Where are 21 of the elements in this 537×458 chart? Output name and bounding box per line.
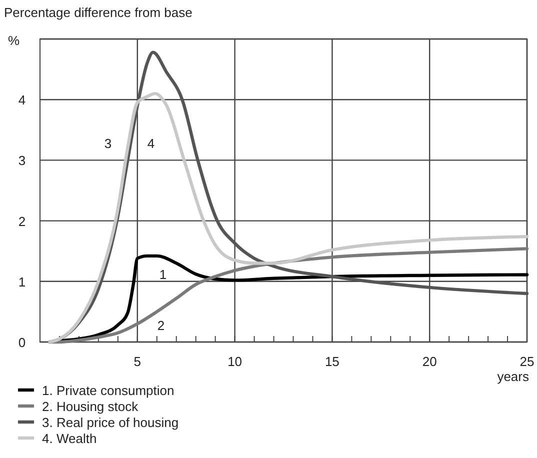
annotation: 2	[157, 318, 165, 333]
y-tick-label: 3	[18, 153, 26, 168]
annotation: 4	[147, 136, 155, 151]
annotation: 1	[159, 267, 167, 282]
x-tick-label: 5	[134, 354, 142, 369]
chart-title: Percentage difference from base	[4, 5, 192, 20]
legend-label: 2. Housing stock	[42, 399, 139, 414]
x-tick-label: 15	[324, 354, 340, 369]
legend-label: 1. Private consumption	[42, 383, 174, 398]
y-tick-label: 4	[18, 92, 26, 108]
x-tick-label: 25	[520, 354, 534, 369]
x-axis-title: years	[497, 369, 530, 384]
y-tick-label: 2	[18, 214, 26, 229]
legend-label: 4. Wealth	[42, 431, 97, 446]
y-tick-label: 0	[18, 335, 26, 350]
y-axis-title: %	[8, 33, 20, 48]
x-tick-label: 20	[422, 354, 437, 369]
y-tick-label: 1	[18, 274, 26, 290]
annotation: 3	[104, 136, 112, 151]
x-tick-label: 10	[228, 354, 242, 369]
legend-label: 3. Real price of housing	[42, 415, 179, 430]
